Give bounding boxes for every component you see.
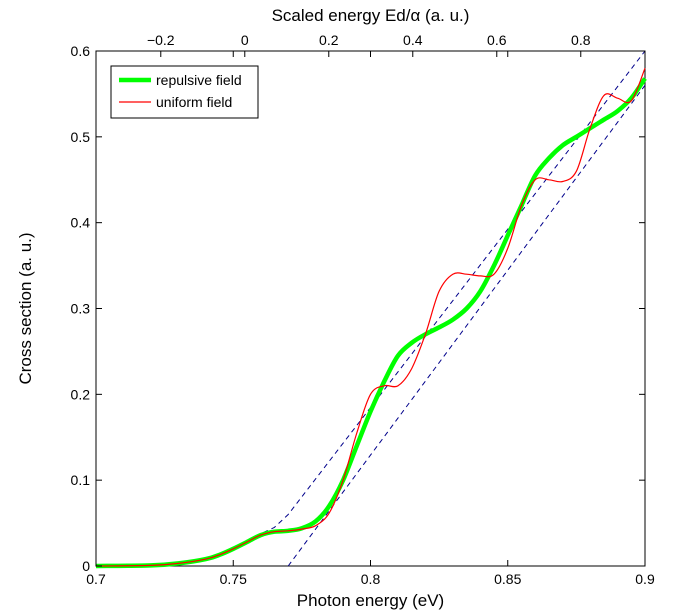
y-tick-label: 0.5: [71, 129, 91, 145]
top-x-tick-label: 0.2: [319, 32, 339, 48]
y-tick-label: 0: [82, 558, 90, 574]
top-x-tick-label: 0.8: [571, 32, 591, 48]
series-line-uniform-field: [95, 67, 646, 567]
plot-frame: [95, 50, 646, 567]
plot-marks: [95, 50, 647, 569]
x-tick-label: 0.7: [86, 571, 106, 587]
top-x-axis-label: Scaled energy Ed/α (a. u.): [272, 6, 470, 25]
legend-box: [110, 65, 259, 119]
top-x-tick-label: 0: [241, 32, 249, 48]
series-line-repulsive-field: [95, 77, 647, 569]
legend: repulsive field uniform field: [110, 65, 259, 119]
top-x-tick-label: −0.2: [147, 32, 175, 48]
top-x-tick-label: 0.4: [403, 32, 423, 48]
asymptote-dashed-line: [246, 50, 646, 541]
y-axis-label: Cross section (a. u.): [16, 232, 35, 384]
axis-ticks: 0.7 0.75 0.8 0.85 0.9 0 0.1 0.2 0.3 0.4 0.5 0.6 −0.2…: [71, 32, 655, 587]
y-tick-label: 0.2: [71, 386, 91, 402]
legend-label-repulsive-field: repulsive field: [156, 72, 242, 88]
asymptote-dashed-line: [287, 85, 646, 567]
x-tick-label: 0.75: [220, 571, 247, 587]
y-tick-label: 0.4: [71, 215, 91, 231]
legend-label-uniform-field: uniform field: [156, 94, 232, 110]
y-tick-label: 0.3: [71, 301, 91, 317]
x-tick-label: 0.85: [494, 571, 521, 587]
x-tick-label: 0.9: [635, 571, 655, 587]
top-x-tick-label: 0.6: [487, 32, 507, 48]
x-tick-label: 0.8: [361, 571, 381, 587]
y-tick-label: 0.6: [71, 43, 91, 59]
x-axis-label: Photon energy (eV): [297, 591, 444, 610]
y-tick-label: 0.1: [71, 472, 91, 488]
